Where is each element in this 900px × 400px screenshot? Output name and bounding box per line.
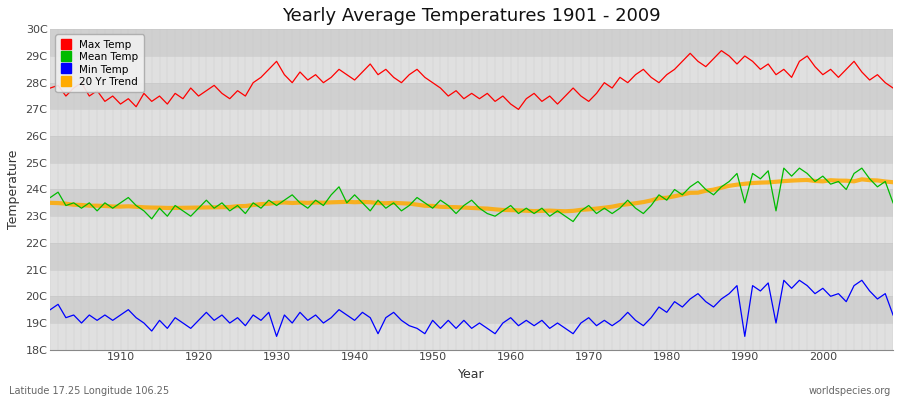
Bar — [50, 29, 893, 56]
Y-axis label: Temperature: Temperature — [7, 150, 20, 229]
Bar — [50, 109, 893, 136]
Max Temp — [279, 72, 290, 77]
20 Yr Trend — [279, 200, 290, 205]
20 Yr Trend — [560, 209, 571, 214]
Line: Max Temp: Max Temp — [50, 51, 893, 109]
Bar — [50, 136, 893, 163]
Text: Latitude 17.25 Longitude 106.25: Latitude 17.25 Longitude 106.25 — [9, 386, 169, 396]
Mean Temp — [45, 195, 56, 200]
Title: Yearly Average Temperatures 1901 - 2009: Yearly Average Temperatures 1901 - 2009 — [283, 7, 661, 25]
Mean Temp — [505, 203, 516, 208]
Max Temp — [45, 86, 56, 90]
20 Yr Trend — [505, 208, 516, 212]
X-axis label: Year: Year — [458, 368, 485, 381]
Max Temp — [326, 75, 337, 80]
Max Temp — [505, 102, 516, 106]
Min Temp — [334, 307, 345, 312]
20 Yr Trend — [45, 200, 56, 205]
Min Temp — [271, 334, 282, 339]
Max Temp — [513, 107, 524, 112]
20 Yr Trend — [607, 204, 617, 209]
Mean Temp — [498, 208, 508, 213]
Min Temp — [887, 313, 898, 318]
Bar — [50, 83, 893, 109]
Bar — [50, 216, 893, 243]
Bar — [50, 190, 893, 216]
Min Temp — [513, 323, 524, 328]
Min Temp — [778, 278, 789, 283]
Max Temp — [607, 86, 617, 90]
Min Temp — [287, 321, 298, 326]
Bar — [50, 56, 893, 83]
Min Temp — [505, 315, 516, 320]
Mean Temp — [778, 166, 789, 170]
Mean Temp — [887, 200, 898, 205]
Min Temp — [107, 318, 118, 323]
20 Yr Trend — [887, 180, 898, 185]
20 Yr Trend — [107, 204, 118, 209]
Mean Temp — [607, 211, 617, 216]
Min Temp — [45, 307, 56, 312]
Mean Temp — [107, 206, 118, 210]
Bar — [50, 163, 893, 190]
Max Temp — [887, 86, 898, 90]
Bar — [50, 296, 893, 323]
20 Yr Trend — [326, 200, 337, 205]
Line: Mean Temp: Mean Temp — [50, 168, 893, 222]
Mean Temp — [326, 192, 337, 197]
20 Yr Trend — [498, 208, 508, 212]
Line: Min Temp: Min Temp — [50, 280, 893, 336]
Max Temp — [716, 48, 727, 53]
Line: 20 Yr Trend: 20 Yr Trend — [50, 179, 893, 211]
Text: worldspecies.org: worldspecies.org — [809, 386, 891, 396]
Mean Temp — [279, 198, 290, 202]
Bar — [50, 243, 893, 270]
Bar — [50, 323, 893, 350]
Max Temp — [498, 94, 508, 98]
20 Yr Trend — [857, 177, 868, 182]
Mean Temp — [568, 219, 579, 224]
Min Temp — [607, 323, 617, 328]
Max Temp — [107, 94, 118, 98]
Bar — [50, 270, 893, 296]
Legend: Max Temp, Mean Temp, Min Temp, 20 Yr Trend: Max Temp, Mean Temp, Min Temp, 20 Yr Tre… — [56, 34, 144, 92]
